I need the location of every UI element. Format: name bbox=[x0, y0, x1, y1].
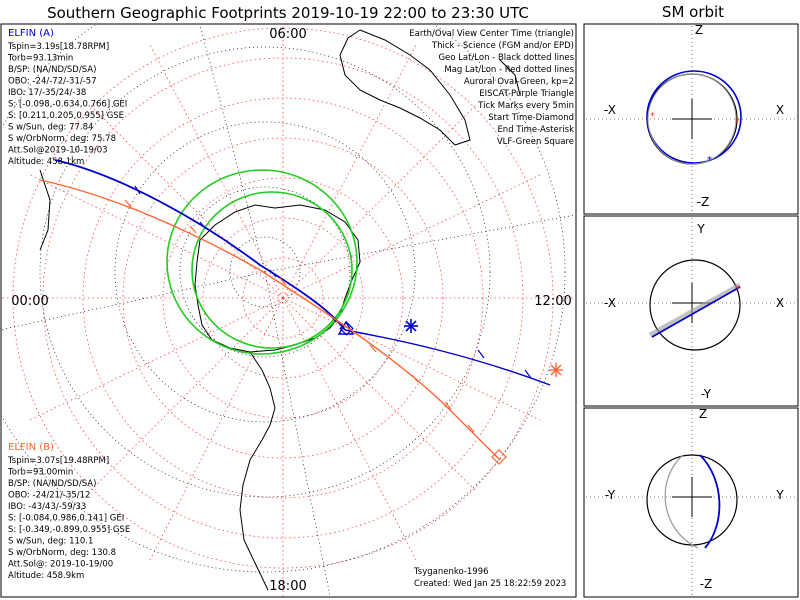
sm3-right: Y bbox=[775, 488, 784, 502]
info-line: Tspin=3.19s[18.78RPM] bbox=[7, 42, 109, 52]
elfin-b-info: ELFIN (B) Tspin=3.07s[19.48RPM] Torb=93.0… bbox=[7, 442, 130, 581]
sm2-top: Y bbox=[696, 222, 705, 236]
sm-panel-yz: Z -Z -Y Y bbox=[583, 407, 799, 598]
sm1-left: -X bbox=[604, 103, 616, 117]
info-line: Altitude: 458.1km bbox=[8, 157, 84, 167]
auroral-oval-inner bbox=[191, 191, 353, 349]
svg-text:*: * bbox=[650, 111, 655, 122]
map-frame bbox=[0, 23, 577, 598]
sm-orbit-panels: * * * Z -Z -X X * Y -Y -X X bbox=[583, 23, 799, 598]
info-line: S: [-0.084,0.986,0.141] GEI bbox=[8, 514, 124, 524]
info-line: Att.Sol@2019-10-19/03 bbox=[8, 146, 108, 156]
legend-item: Earth/Oval View Center Time (triangle) bbox=[409, 29, 574, 39]
time-label-bottom: 18:00 bbox=[269, 579, 306, 594]
info-line: S: [0.211,0.205,0.955] GSE bbox=[8, 111, 124, 121]
legend-item: Thick - Science (FGM and/or EPD) bbox=[431, 41, 574, 51]
info-line: S: [-0.349,-0.899,0.955] GSE bbox=[8, 525, 130, 535]
sm2-left: -X bbox=[604, 296, 616, 310]
info-line: S w/Sun, deg: 110.1 bbox=[8, 537, 93, 547]
legend-item: Start Time-Diamond bbox=[488, 113, 574, 123]
sm1-top: Z bbox=[695, 23, 703, 37]
sm-orbit-title: SM orbit bbox=[662, 3, 724, 21]
sm2-bottom: -Y bbox=[701, 387, 712, 401]
info-line: B/SP: (NA/ND/SD/SA) bbox=[8, 479, 96, 489]
created-credit: Created: Wed Jan 25 18:22:59 2023 bbox=[414, 579, 566, 589]
elfin-b-orbit bbox=[664, 454, 699, 549]
legend-item: Auroral Oval-Green, kp=2 bbox=[464, 77, 574, 87]
elfin-b-track bbox=[39, 179, 563, 465]
elfin-a-info: ELFIN (A) Tspin=3.19s[18.78RPM] Torb=93.1… bbox=[7, 28, 127, 167]
antarctic-peninsula bbox=[249, 351, 276, 441]
sm-panel-xy: * Y -Y -X X bbox=[583, 215, 799, 407]
legend-item: Tick Marks every 5min bbox=[477, 101, 574, 111]
elfin-b-orbit bbox=[648, 282, 742, 338]
info-line: S: [-0.098,-0.634,0.766] GEI bbox=[8, 100, 127, 110]
info-line: Torb=93.00min bbox=[7, 468, 73, 478]
sm3-left: -Y bbox=[605, 488, 616, 502]
info-line: S w/OrbNorm, deg: 130.8 bbox=[8, 548, 116, 558]
africa-outline bbox=[39, 169, 51, 251]
elfin-a-orbit bbox=[646, 70, 742, 164]
time-label-left: 00:00 bbox=[11, 294, 48, 309]
mag-grid bbox=[2, 25, 575, 596]
earth-circle bbox=[649, 259, 741, 351]
auroral-ovals bbox=[166, 169, 358, 355]
sm-panel-xz: * * * Z -Z -X X bbox=[583, 23, 799, 215]
south-america-outline bbox=[239, 439, 269, 591]
map-legend: Earth/Oval View Center Time (triangle) Th… bbox=[409, 29, 574, 147]
elfin-b-name: ELFIN (B) bbox=[8, 442, 54, 453]
sm2-right: X bbox=[776, 296, 784, 310]
elfin-a-track bbox=[54, 159, 551, 386]
info-line: OBO: -24/-72/-31/-57 bbox=[8, 77, 97, 87]
model-credit: Tsyganenko-1996 bbox=[413, 567, 489, 577]
polar-map: 06:00 00:00 12:00 18:00 Earth/Oval View … bbox=[0, 23, 577, 598]
svg-text:*: * bbox=[707, 155, 712, 166]
elfin-a-end-asterisk bbox=[404, 319, 418, 333]
svg-text:*: * bbox=[735, 284, 740, 295]
info-line: S w/OrbNorm, deg: 75.78 bbox=[8, 134, 116, 144]
sm3-top: Z bbox=[699, 407, 707, 421]
info-line: B/SP: (NA/ND/SD/SA) bbox=[8, 65, 96, 75]
figure-title: Southern Geographic Footprints 2019-10-1… bbox=[47, 4, 529, 22]
svg-text:*: * bbox=[735, 117, 740, 128]
sm1-right: X bbox=[776, 103, 784, 117]
geo-grid bbox=[2, 25, 575, 596]
australia-outline bbox=[339, 29, 471, 146]
info-line: IBO: 17/-35/24/-38 bbox=[8, 88, 86, 98]
legend-item: VLF-Green Square bbox=[497, 137, 574, 147]
time-label-top: 06:00 bbox=[269, 27, 306, 42]
elfin-b-orbit bbox=[647, 73, 737, 165]
sm3-bottom: -Z bbox=[700, 577, 713, 591]
info-line: S w/Sun, deg: 77.84 bbox=[8, 123, 93, 133]
info-line: IBO: -43/43/-59/33 bbox=[8, 502, 86, 512]
info-line: Altitude: 458.9km bbox=[8, 571, 84, 581]
elfin-a-orbit bbox=[699, 454, 721, 549]
auroral-oval-outer bbox=[166, 169, 358, 355]
elfin-a-name: ELFIN (A) bbox=[8, 28, 54, 39]
info-line: Att.Sol@: 2019-10-19/00 bbox=[8, 560, 113, 570]
info-line: OBO: -24/21/-35/12 bbox=[8, 491, 90, 501]
legend-item: Mag Lat/Lon - Red dotted lines bbox=[444, 65, 574, 75]
legend-item: End Time-Asterisk bbox=[497, 125, 574, 135]
sm1-bottom: -Z bbox=[697, 195, 710, 209]
info-line: Tspin=3.07s[19.48RPM] bbox=[7, 456, 109, 466]
legend-item: EISCAT-Purple Triangle bbox=[479, 89, 574, 99]
info-line: Torb=93.13min bbox=[7, 54, 73, 64]
elfin-b-end-asterisk bbox=[549, 363, 563, 377]
legend-item: Geo Lat/Lon - Black dotted lines bbox=[438, 53, 574, 63]
new-zealand-outline bbox=[499, 59, 521, 96]
time-label-right: 12:00 bbox=[534, 294, 571, 309]
elfin-a-orbit bbox=[651, 286, 741, 338]
elfin-b-start-diamond bbox=[491, 449, 507, 465]
